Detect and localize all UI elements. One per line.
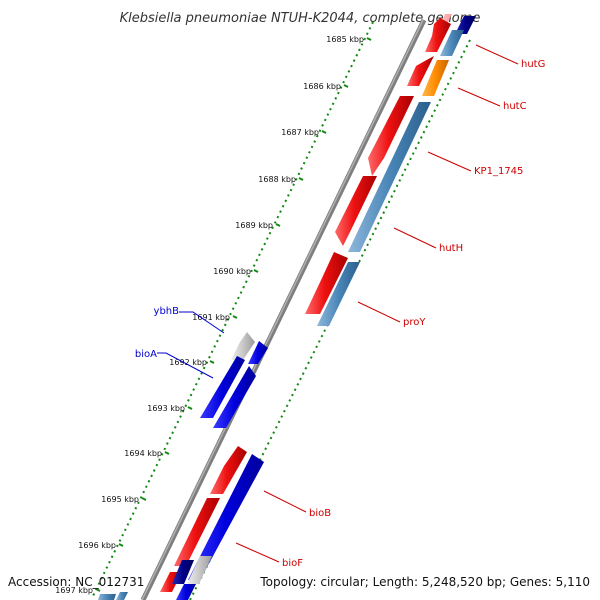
ruler-tick-label: 1686 kbp	[303, 82, 341, 91]
ruler-tick-label: 1690 kbp	[213, 267, 251, 276]
ruler-tick-label: 1695 kbp	[101, 495, 139, 504]
ruler-tick	[209, 360, 215, 364]
gene-red-7	[174, 498, 220, 566]
gene-red-2	[407, 56, 434, 86]
gene-blue-bioA-2	[213, 366, 256, 428]
genome-backbone	[140, 18, 427, 600]
ruler-tick	[275, 223, 281, 227]
gene-red-1	[425, 18, 451, 52]
ruler-tick-labels: 1685 kbp 1686 kbp 1687 kbp 1688 kbp 1689 kbp…	[55, 35, 364, 595]
gene-steel-bottom-2	[116, 592, 128, 600]
leader-hutC	[457, 87, 501, 107]
ruler-tick	[95, 588, 101, 592]
gene-navy-bottom	[172, 560, 194, 584]
gene-label-leaders	[157, 44, 519, 563]
gene-red-3	[368, 96, 414, 176]
gene-red-6	[210, 446, 247, 494]
gene-labels: hutG hutC KP1_1745 hutH proY ybhB bioA bioB bioF	[135, 59, 545, 569]
ruler-tick	[118, 543, 124, 547]
gene-label-bioB: bioB	[309, 508, 331, 519]
ruler-tick	[141, 497, 147, 501]
ruler-tick-label: 1685 kbp	[326, 35, 364, 44]
ruler-tick	[321, 130, 327, 134]
leader-bioA	[157, 352, 214, 379]
genome-backbone-highlight	[141, 19, 424, 600]
ruler-tick-label: 1696 kbp	[78, 541, 116, 550]
ruler-tick-label: 1692 kbp	[169, 358, 207, 367]
gene-red-5	[305, 252, 348, 314]
ruler-ticks	[95, 37, 372, 592]
ruler-tick	[343, 84, 349, 88]
gene-red-4	[335, 176, 377, 246]
genome-summary-text: Topology: circular; Length: 5,248,520 bp…	[259, 575, 590, 589]
gene-gray-bottom	[187, 556, 212, 584]
gene-features	[98, 14, 476, 600]
ruler-tick-label: 1691 kbp	[192, 313, 230, 322]
gene-gray-ybhB	[231, 332, 255, 360]
gene-blue-bottom	[176, 584, 196, 600]
ruler-tick-label: 1688 kbp	[258, 175, 296, 184]
ruler-tick-label: 1697 kbp	[55, 586, 93, 595]
gene-label-KP1_1745: KP1_1745	[474, 166, 523, 177]
gene-steel-1	[440, 30, 464, 56]
leader-hutH	[393, 227, 437, 249]
ruler-tick	[187, 406, 193, 410]
ruler-tick-label: 1694 kbp	[124, 449, 162, 458]
gene-steel-bottom	[98, 594, 116, 600]
ruler-tick	[253, 269, 259, 273]
accession-text: Accession: NC_012731	[8, 575, 144, 589]
gene-orange	[422, 60, 449, 96]
ruler-tick	[298, 177, 304, 181]
ruler-dotted-line	[91, 21, 374, 599]
ruler-tick	[164, 451, 170, 455]
leader-bioB	[263, 490, 307, 513]
leader-hutG	[475, 44, 519, 65]
gene-label-bioA: bioA	[135, 349, 157, 360]
gene-steel-2	[348, 102, 431, 252]
leader-proY	[357, 301, 401, 323]
gene-label-hutC: hutC	[503, 101, 527, 112]
leader-KP1_1745	[427, 151, 472, 172]
leader-bioF	[235, 542, 280, 563]
gene-label-proY: proY	[403, 317, 426, 328]
gene-steel-3	[317, 262, 360, 326]
gene-blue-bioB	[188, 454, 264, 580]
ruler-tick-label: 1693 kbp	[147, 404, 185, 413]
ruler-tick-label: 1689 kbp	[235, 221, 273, 230]
gene-navy-top	[455, 16, 476, 34]
gene-label-hutG: hutG	[521, 59, 545, 70]
leader-ybhB	[179, 311, 225, 334]
gene-label-ybhB: ybhB	[154, 306, 180, 317]
gene-label-hutH: hutH	[439, 243, 463, 254]
gene-blue-small	[248, 341, 268, 364]
ruler-tick-label: 1687 kbp	[281, 128, 319, 137]
ruler-tick	[366, 37, 372, 41]
ruler-tick	[232, 315, 238, 319]
map-title: Klebsiella pneumoniae NTUH-K2044, comple…	[120, 11, 481, 26]
gene-label-bioF: bioF	[282, 558, 303, 569]
gene-blue-bioA-1	[200, 356, 245, 418]
